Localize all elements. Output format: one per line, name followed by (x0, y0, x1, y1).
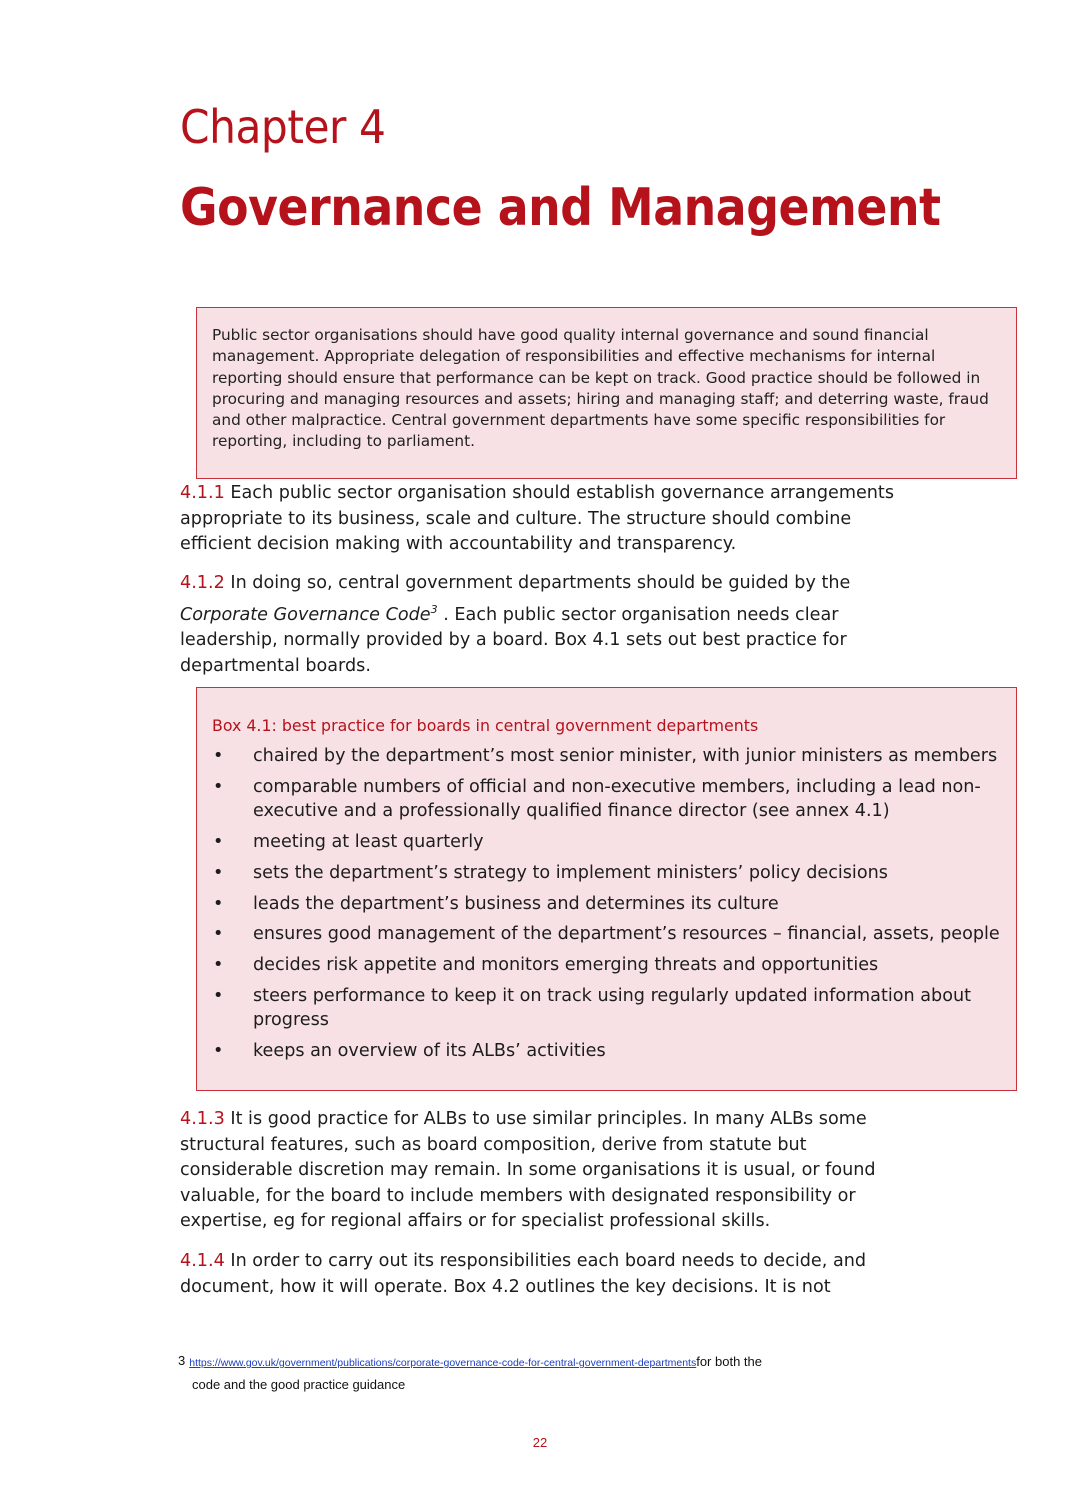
bullet: • (213, 746, 224, 766)
footnote-ref[interactable]: 3 (430, 602, 438, 616)
paragraph-number: 4.1.4 (180, 1251, 225, 1271)
list-item-text: sets the department’s strategy to implem… (253, 862, 888, 883)
list-item-text: steers performance to keep it on track u… (253, 985, 972, 1031)
paragraph-text: In doing so, central government departme… (230, 573, 851, 593)
bullet: • (213, 985, 224, 1006)
paragraph-4-1-2: 4.1.2 In doing so, central government de… (180, 571, 900, 679)
paragraph-4-1-1: 4.1.1 Each public sector organisation sh… (180, 481, 900, 558)
list-item-text: leads the department’s business and dete… (253, 893, 779, 914)
list-item: • meeting at least quarterly (212, 830, 1006, 854)
paragraph-number: 4.1.2 (180, 573, 225, 593)
bullet: • (213, 955, 224, 976)
bullet: • (213, 924, 224, 945)
bullet: • (213, 776, 224, 797)
list-item-text: decides risk appetite and monitors emerg… (253, 955, 879, 976)
list-item-text: comparable numbers of official and non-e… (253, 776, 981, 822)
summary-text: Public sector organisations should have … (212, 326, 989, 451)
list-item-text: chaired by the department’s most senior … (253, 746, 998, 766)
page-number: 22 (532, 1435, 548, 1450)
list-item-text: keeps an overview of its ALBs’ activitie… (253, 1041, 606, 1062)
chapter-label: Chapter 4 (180, 100, 386, 154)
bullet: • (213, 832, 224, 852)
footnote-text: for both the (696, 1354, 762, 1369)
box-4-1: Box 4.1: best practice for boards in cen… (196, 687, 1017, 1091)
list-item: • ensures good management of the departme… (212, 922, 1006, 946)
list-item: • comparable numbers of official and non-… (212, 775, 1006, 824)
paragraph-4-1-3: 4.1.3 It is good practice for ALBs to us… (180, 1107, 900, 1235)
bullet: • (213, 862, 224, 883)
list-item: • keeps an overview of its ALBs’ activiti… (212, 1039, 1006, 1063)
list-item: • decides risk appetite and monitors emer… (212, 953, 1006, 977)
chapter-summary-box: Public sector organisations should have … (196, 307, 1017, 479)
bullet: • (213, 1041, 224, 1062)
code-title: Corporate Governance Code (180, 604, 431, 625)
paragraph-text-continued: . Each public sector organisation needs … (180, 604, 847, 676)
footnote-number: 3 (178, 1353, 186, 1368)
bullet: • (213, 893, 224, 914)
paragraph-number: 4.1.3 (180, 1109, 225, 1129)
list-item: • leads the department’s business and det… (212, 892, 1006, 916)
best-practice-list: • chaired by the department’s most senior… (212, 744, 1006, 1064)
list-item: • chaired by the department’s most senior… (212, 744, 1006, 768)
paragraph-text: Each public sector organisation should e… (180, 483, 894, 555)
list-item-text: ensures good management of the departmen… (253, 924, 1000, 945)
paragraph-text: It is good practice for ALBs to use simi… (180, 1109, 876, 1232)
paragraph-number: 4.1.1 (180, 483, 225, 503)
footnote: 3 https://www.gov.uk/government/publicati… (178, 1350, 878, 1396)
list-item: • steers performance to keep it on track … (212, 984, 1006, 1033)
paragraph-4-1-4: 4.1.4 In order to carry out its responsi… (180, 1249, 900, 1300)
list-item: • sets the department’s strategy to imple… (212, 861, 1006, 885)
paragraph-text: In order to carry out its responsibiliti… (180, 1251, 867, 1297)
list-item-text: meeting at least quarterly (253, 832, 484, 852)
chapter-title: Governance and Management (180, 178, 941, 238)
footnote-link[interactable]: https://www.gov.uk/government/publicatio… (189, 1357, 697, 1369)
box-title: Box 4.1: best practice for boards in cen… (212, 716, 759, 735)
footnote-text-line2: code and the good practice guidance (192, 1377, 406, 1392)
